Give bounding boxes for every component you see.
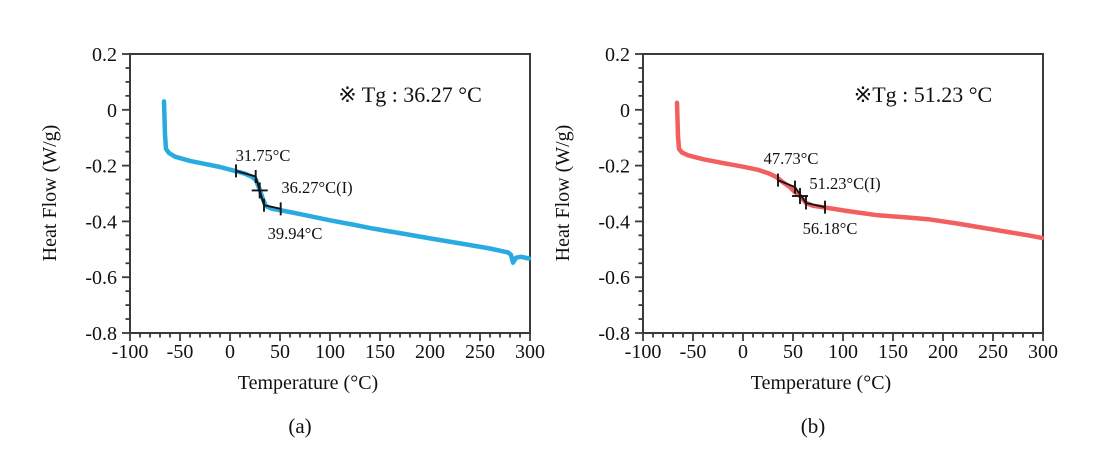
x-axis-title: Temperature (°C) (751, 372, 891, 394)
y-tick-label: -0.8 (85, 323, 117, 345)
y-tick-label: -0.8 (598, 323, 630, 345)
inflection-label: 36.27°C(I) (281, 178, 352, 197)
x-tick-label: -50 (680, 341, 707, 363)
caption-b: (b) (800, 414, 826, 438)
tangent-line (805, 202, 826, 209)
y-tick-label: -0.2 (85, 156, 117, 178)
tg-note: ※ Tg : 36.27 °C (338, 82, 482, 107)
series-dsc-heat-flow-blue (161, 99, 532, 265)
x-tick-label: 100 (315, 341, 345, 363)
y-tick-label: 0.2 (92, 44, 117, 66)
endset-label: 56.18°C (803, 219, 858, 238)
tangent-line (777, 179, 796, 188)
x-axis-title: Temperature (°C) (238, 372, 378, 394)
x-tick-label: 250 (465, 341, 495, 363)
x-tick-label: 0 (738, 341, 748, 363)
x-tick-label: 150 (365, 341, 395, 363)
series-dsc-heat-flow-red (674, 100, 1045, 241)
x-tick-label: 0 (225, 341, 235, 363)
y-tick-label: -0.6 (85, 267, 117, 289)
plot-frame (642, 53, 1044, 334)
y-tick-label: -0.2 (598, 156, 630, 178)
tangent-line (235, 169, 256, 178)
x-tick-label: 300 (515, 341, 545, 363)
plot-frame (129, 53, 531, 334)
y-axis-title: Heat Flow (W/g) (552, 125, 574, 262)
dsc-chart-b: -100 -50 0 50 100 150 200 250 300 0.2 0 -0.2 -0.4 -0.… (552, 44, 1058, 394)
y-axis-title: Heat Flow (W/g) (39, 125, 61, 262)
y-tick-label: -0.4 (85, 211, 117, 233)
y-tick-label: 0.2 (605, 44, 630, 66)
x-tick-label: 250 (978, 341, 1008, 363)
x-tick-label: 50 (270, 341, 290, 363)
inflection-label: 51.23°C(I) (809, 174, 880, 193)
onset-label: 47.73°C (764, 149, 819, 168)
x-tick-label: 200 (415, 341, 445, 363)
x-tick-label: 300 (1028, 341, 1058, 363)
dsc-chart-a: -100 -50 0 50 100 150 200 250 300 0.2 0 -0.2 -0.4 -0.… (39, 44, 545, 394)
x-tick-label: 150 (878, 341, 908, 363)
tg-note: ※Tg : 51.23 °C (854, 82, 992, 107)
caption-a: (a) (288, 414, 312, 438)
tangent-line (263, 204, 281, 210)
x-tick-label: -100 (625, 341, 662, 363)
y-tick-label: -0.6 (598, 267, 630, 289)
y-tick-label: -0.4 (598, 211, 630, 233)
x-tick-label: -50 (167, 341, 194, 363)
x-tick-label: 200 (928, 341, 958, 363)
x-tick-label: 50 (783, 341, 803, 363)
onset-label: 31.75°C (236, 146, 291, 165)
x-tick-label: -100 (112, 341, 149, 363)
y-tick-label: 0 (107, 100, 117, 122)
y-tick-label: 0 (620, 100, 630, 122)
x-tick-label: 100 (828, 341, 858, 363)
endset-label: 39.94°C (268, 224, 323, 243)
